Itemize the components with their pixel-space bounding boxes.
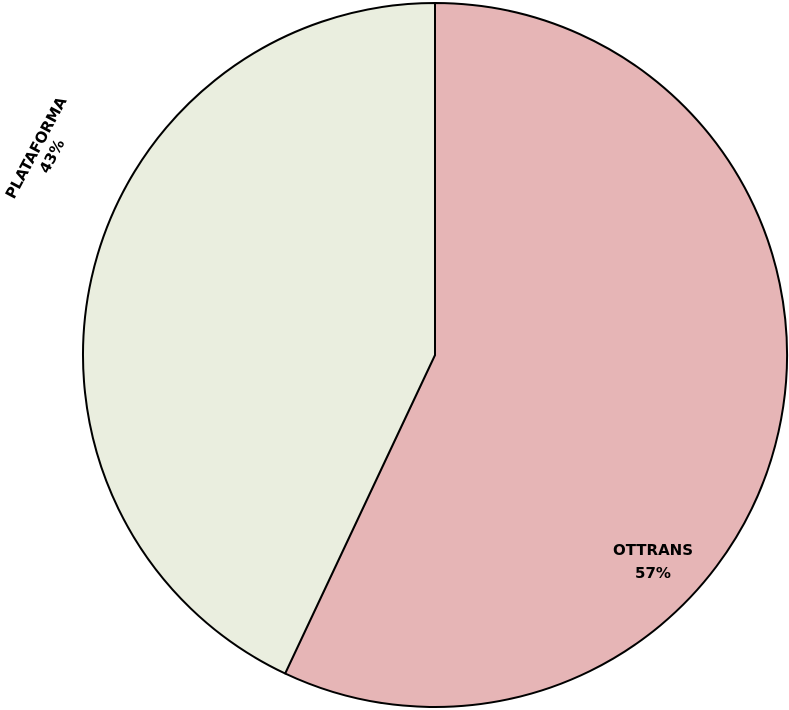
pie-slices xyxy=(82,1,788,708)
slice-percent-ottrans: 57% xyxy=(635,564,671,582)
slice-label-group-plataforma: PLATAFORMA 43% xyxy=(2,93,71,201)
pie-slice-plataforma xyxy=(82,1,436,675)
slice-label-ottrans: OTTRANS xyxy=(613,541,693,559)
pie-slice-ottrans xyxy=(283,1,788,708)
